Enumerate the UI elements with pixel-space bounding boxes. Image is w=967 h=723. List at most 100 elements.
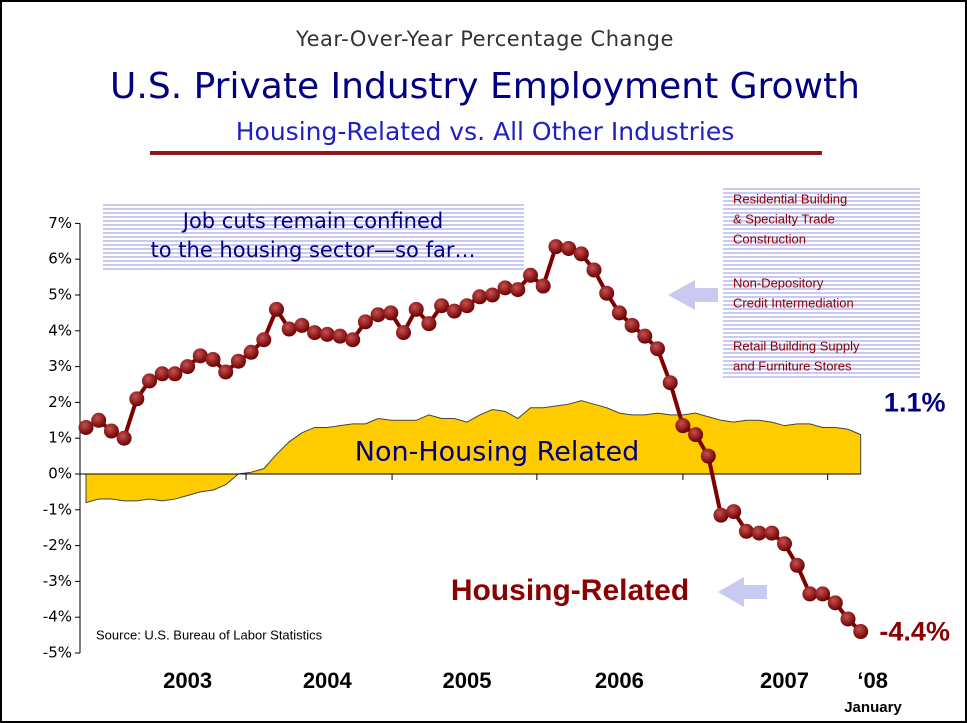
- marker: [332, 328, 348, 344]
- marker: [675, 418, 691, 434]
- marker: [548, 239, 564, 255]
- marker: [751, 525, 767, 541]
- y-tick-label: 4%: [48, 321, 72, 339]
- marker: [688, 427, 704, 443]
- x-tick-label: 2003: [163, 668, 212, 693]
- arrow: [668, 280, 718, 310]
- marker: [307, 325, 323, 341]
- series-label: Non-Housing Related: [355, 437, 639, 468]
- y-tick-label: 5%: [48, 286, 72, 304]
- x-tick-label: 2007: [760, 668, 809, 693]
- marker: [484, 287, 500, 303]
- marker: [561, 240, 577, 256]
- marker: [459, 298, 475, 314]
- y-tick-label: 2%: [48, 393, 72, 411]
- marker: [446, 303, 462, 319]
- marker: [370, 307, 386, 323]
- marker: [650, 341, 665, 357]
- x-note: January: [844, 699, 902, 716]
- x-tick-label: 2004: [303, 668, 353, 693]
- marker: [573, 246, 589, 262]
- marker: [789, 557, 805, 573]
- industries-box: [723, 188, 920, 380]
- x-tick-label: 2005: [443, 668, 492, 693]
- marker: [91, 412, 107, 428]
- marker: [103, 423, 119, 439]
- marker: [180, 359, 196, 375]
- source: Source: U.S. Bureau of Labor Statistics: [96, 627, 323, 642]
- marker: [319, 326, 335, 342]
- callout-box: [103, 203, 524, 271]
- y-tick-label: -3%: [43, 572, 72, 590]
- marker: [434, 298, 450, 314]
- marker: [345, 332, 361, 348]
- chart-title: U.S. Private Industry Employment Growth: [110, 66, 860, 107]
- marker: [116, 430, 132, 446]
- industry: Credit Intermediation: [733, 295, 854, 310]
- marker: [815, 586, 831, 602]
- marker: [281, 321, 297, 337]
- marker: [840, 611, 856, 627]
- y-tick-label: 7%: [48, 214, 72, 232]
- marker: [218, 364, 234, 380]
- marker: [802, 586, 818, 602]
- industry: Construction: [733, 231, 806, 246]
- y-tick-label: 3%: [48, 357, 72, 375]
- callout: to the housing sector—so far…: [151, 238, 476, 262]
- industry: & Specialty Trade: [733, 211, 835, 226]
- marker: [129, 391, 145, 407]
- x-tick-label: 2006: [595, 668, 644, 693]
- industry: and Furniture Stores: [733, 358, 852, 373]
- marker: [764, 525, 780, 541]
- marker: [192, 348, 208, 364]
- marker: [167, 366, 183, 382]
- marker: [624, 317, 640, 333]
- marker: [713, 507, 729, 523]
- marker: [230, 353, 246, 369]
- marker: [396, 325, 411, 341]
- y-tick-label: -4%: [43, 608, 72, 626]
- marker: [357, 314, 373, 330]
- marker: [700, 448, 716, 464]
- area: [85, 400, 862, 504]
- marker: [726, 504, 742, 520]
- marker: [383, 305, 399, 321]
- x-tick-label: ‘08: [857, 668, 888, 693]
- marker: [421, 316, 437, 332]
- marker: [269, 301, 284, 317]
- marker: [256, 332, 272, 348]
- marker: [599, 285, 615, 301]
- marker: [497, 280, 513, 296]
- marker: [142, 373, 157, 389]
- plot: 7% 6% 5% 4% 3% 2% 1% 0% -1% -2% -3% -4% -5%: [43, 214, 869, 662]
- marker: [662, 375, 678, 391]
- marker: [523, 267, 538, 283]
- marker: [408, 301, 424, 317]
- marker: [777, 536, 792, 552]
- marker: [78, 419, 94, 435]
- marker: [853, 624, 869, 640]
- series-label: Housing-Related: [451, 574, 689, 607]
- callout: Job cuts remain confined: [181, 209, 443, 233]
- y-tick-label: 1%: [48, 429, 72, 447]
- marker: [294, 317, 310, 333]
- y-tick-label: -2%: [43, 536, 72, 554]
- marker: [510, 282, 526, 298]
- value-label: 1.1%: [884, 388, 946, 418]
- industry: Non-Depository: [733, 275, 824, 290]
- marker: [472, 289, 488, 305]
- y-tick-label: -1%: [43, 500, 72, 518]
- marker: [243, 344, 259, 360]
- supertitle: Year-Over-Year Percentage Change: [295, 27, 674, 51]
- marker: [827, 595, 843, 611]
- marker: [586, 262, 602, 278]
- marker: [637, 328, 653, 344]
- subtitle: Housing-Related vs. All Other Industries: [236, 117, 735, 146]
- marker: [611, 305, 627, 321]
- marker: [738, 523, 754, 539]
- y-tick-label: -5%: [43, 644, 72, 662]
- y-tick-label: 0%: [48, 465, 72, 483]
- industry: Retail Building Supply: [733, 338, 860, 353]
- industry: Residential Building: [733, 191, 847, 206]
